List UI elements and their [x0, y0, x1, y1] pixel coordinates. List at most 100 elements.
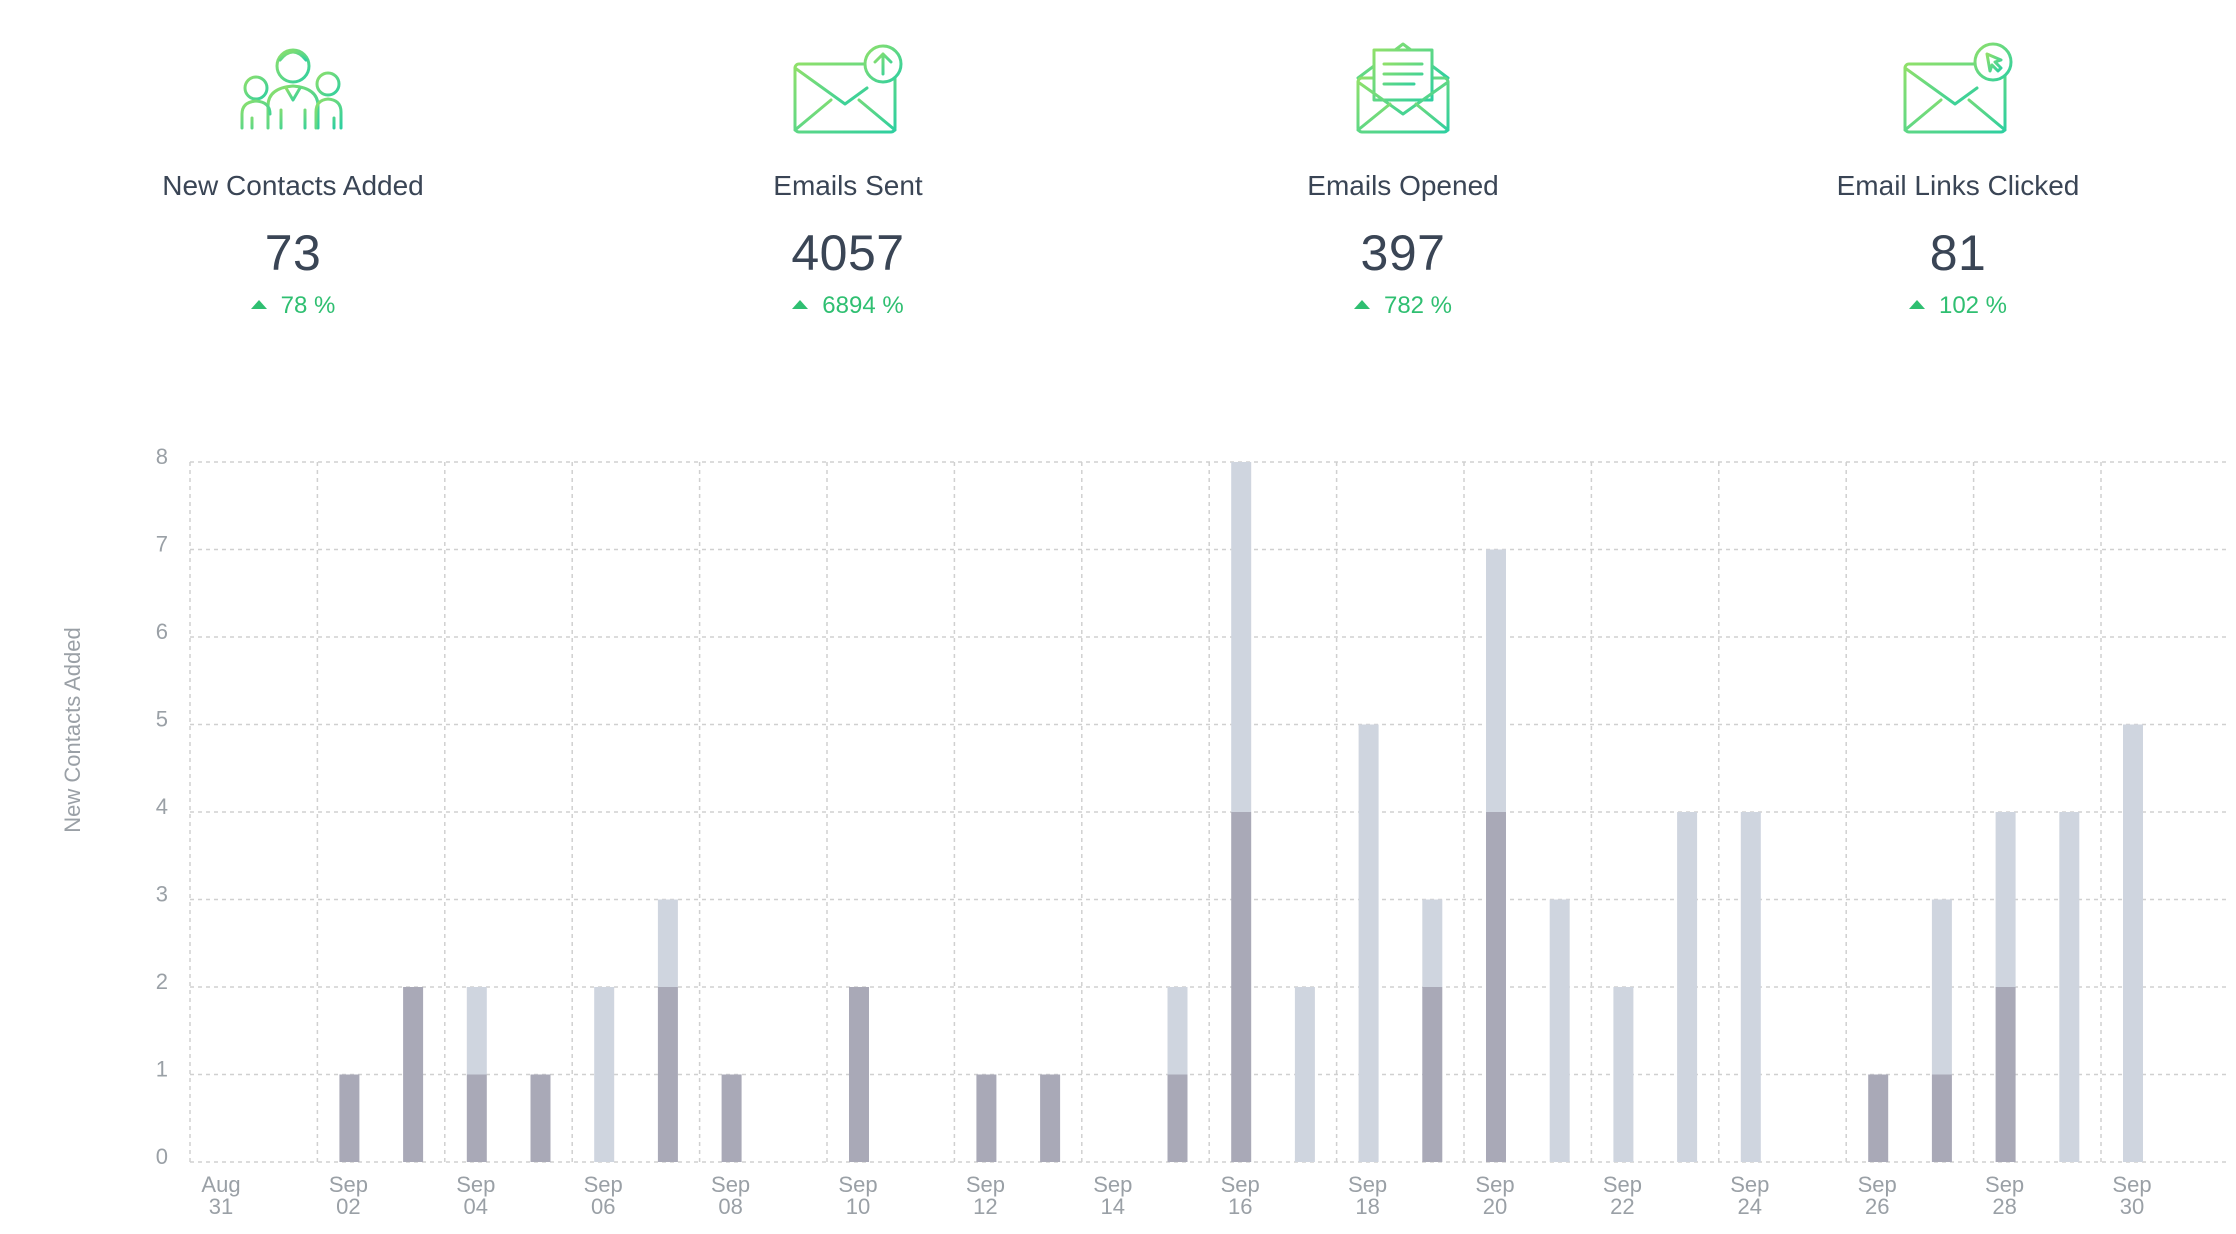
bar-segment: [466, 987, 487, 1075]
y-tick-label: 6: [156, 619, 168, 644]
bar-segment: [466, 1074, 487, 1162]
bar-segment: [403, 987, 424, 1162]
stat-change: 782 %: [1193, 292, 1613, 320]
bar-segment: [1995, 987, 2016, 1162]
x-tick-month: Sep: [1858, 1172, 1897, 1197]
bar-segment: [721, 1074, 742, 1162]
x-tick-month: Sep: [1985, 1172, 2024, 1197]
arrow-up-icon: [1353, 300, 1370, 309]
stat-label: Email Links Clicked: [1836, 170, 2080, 201]
y-tick-label: 7: [156, 532, 168, 557]
arrow-up-icon: [792, 300, 809, 309]
y-tick-label: 1: [156, 1057, 168, 1082]
stat-card-email-links-clicked: Email Links Clicked 81 102 %: [1748, 36, 2168, 320]
bar-segment: [1231, 462, 1252, 812]
y-tick-label: 2: [156, 969, 168, 994]
x-tick-month: Sep: [2112, 1172, 2151, 1197]
bar-segment: [1358, 724, 1379, 1162]
bar-segment: [1549, 899, 1570, 1162]
stat-value: 81: [1929, 225, 1987, 281]
stat-card-emails-sent: Emails Sent 4057 6894 %: [638, 36, 1058, 320]
x-tick-month: Sep: [1093, 1172, 1132, 1197]
bar-segment: [2059, 812, 2080, 1162]
people-icon: [240, 48, 343, 130]
bar-segment: [657, 987, 678, 1162]
x-tick-day: 10: [846, 1194, 870, 1219]
x-tick-month: Sep: [456, 1172, 495, 1197]
stat-change: 78 %: [83, 292, 503, 320]
stat-change-text: 78 %: [280, 292, 336, 319]
bar-segment: [1422, 899, 1443, 987]
y-axis-label: New Contacts Added: [60, 627, 85, 832]
stat-value: 397: [1360, 225, 1446, 281]
bar-segment: [1167, 987, 1188, 1075]
x-tick-day: 12: [973, 1194, 997, 1219]
x-tick-day: 04: [464, 1194, 488, 1219]
bar-segment: [1040, 1074, 1061, 1162]
stat-card-new-contacts: New Contacts Added 73 78 %: [83, 36, 503, 320]
bar-segment: [2123, 724, 2143, 1162]
x-tick-day: 14: [1101, 1194, 1125, 1219]
x-tick-month: Sep: [329, 1172, 368, 1197]
bar-segment: [1677, 812, 1698, 1162]
x-axis-ticks: Aug31Sep02Sep04Sep06Sep08Sep10Sep12Sep14…: [201, 1172, 2151, 1219]
y-tick-label: 0: [156, 1144, 168, 1169]
stat-label: Emails Sent: [773, 170, 923, 201]
x-tick-day: 08: [718, 1194, 742, 1219]
stat-change-text: 6894 %: [822, 292, 904, 319]
y-tick-label: 8: [156, 444, 168, 469]
bar-segment: [339, 1074, 360, 1162]
bar-segment: [657, 899, 678, 987]
x-tick-day: 18: [1355, 1194, 1379, 1219]
bar-segment: [976, 1074, 997, 1162]
x-tick-day: 28: [1992, 1194, 2016, 1219]
x-tick-day: 22: [1610, 1194, 1634, 1219]
x-tick-month: Sep: [1475, 1172, 1514, 1197]
stat-card-emails-opened: Emails Opened 397 782 %: [1193, 36, 1613, 320]
y-axis-ticks: 0 1 2 3 4 5 6 7 8: [156, 444, 168, 1169]
stat-change: 102 %: [1748, 292, 2168, 320]
x-tick-day: 30: [2120, 1194, 2144, 1219]
stat-label: Emails Opened: [1307, 170, 1499, 201]
x-tick-day: 06: [591, 1194, 615, 1219]
y-tick-label: 5: [156, 707, 168, 732]
chart-bars: [339, 462, 2143, 1162]
x-tick-month: Sep: [711, 1172, 750, 1197]
bar-segment: [1995, 812, 2016, 987]
y-tick-label: 3: [156, 882, 168, 907]
x-tick-day: 24: [1738, 1194, 1762, 1219]
x-tick-day: 20: [1483, 1194, 1507, 1219]
x-tick-month: Aug: [201, 1172, 240, 1197]
bar-segment: [1486, 812, 1506, 1162]
x-tick-day: 02: [336, 1194, 360, 1219]
stat-change-text: 102 %: [1938, 292, 2008, 319]
x-tick-month: Sep: [1730, 1172, 1769, 1197]
x-tick-day: 16: [1228, 1194, 1252, 1219]
bar-segment: [530, 1074, 551, 1162]
x-tick-day: 26: [1865, 1194, 1889, 1219]
stat-value: 4057: [791, 225, 905, 281]
envelope-open-icon: [1356, 42, 1450, 134]
arrow-up-icon: [1908, 300, 1925, 309]
bar-segment: [1931, 1074, 1952, 1162]
bar-segment: [1422, 987, 1443, 1162]
bar-segment: [1613, 987, 1634, 1162]
stat-value: 73: [264, 225, 322, 281]
stat-change: 6894 %: [638, 292, 1058, 320]
stats-row: New Contacts Added 73 78 % Emails Sent 4…: [0, 0, 2236, 360]
bar-segment: [1740, 812, 1761, 1162]
bar-segment: [849, 987, 869, 1162]
stat-change-text: 782 %: [1383, 292, 1453, 319]
x-tick-month: Sep: [584, 1172, 623, 1197]
bar-segment: [1231, 812, 1252, 1162]
envelope-click-icon: [1903, 42, 2013, 134]
envelope-sent-icon: [793, 44, 903, 134]
bar-segment: [1167, 1074, 1188, 1162]
arrow-up-icon: [250, 300, 267, 309]
stat-label: New Contacts Added: [162, 170, 424, 201]
x-tick-month: Sep: [966, 1172, 1005, 1197]
bar-segment: [1294, 987, 1315, 1162]
x-tick-day: 31: [209, 1194, 233, 1219]
